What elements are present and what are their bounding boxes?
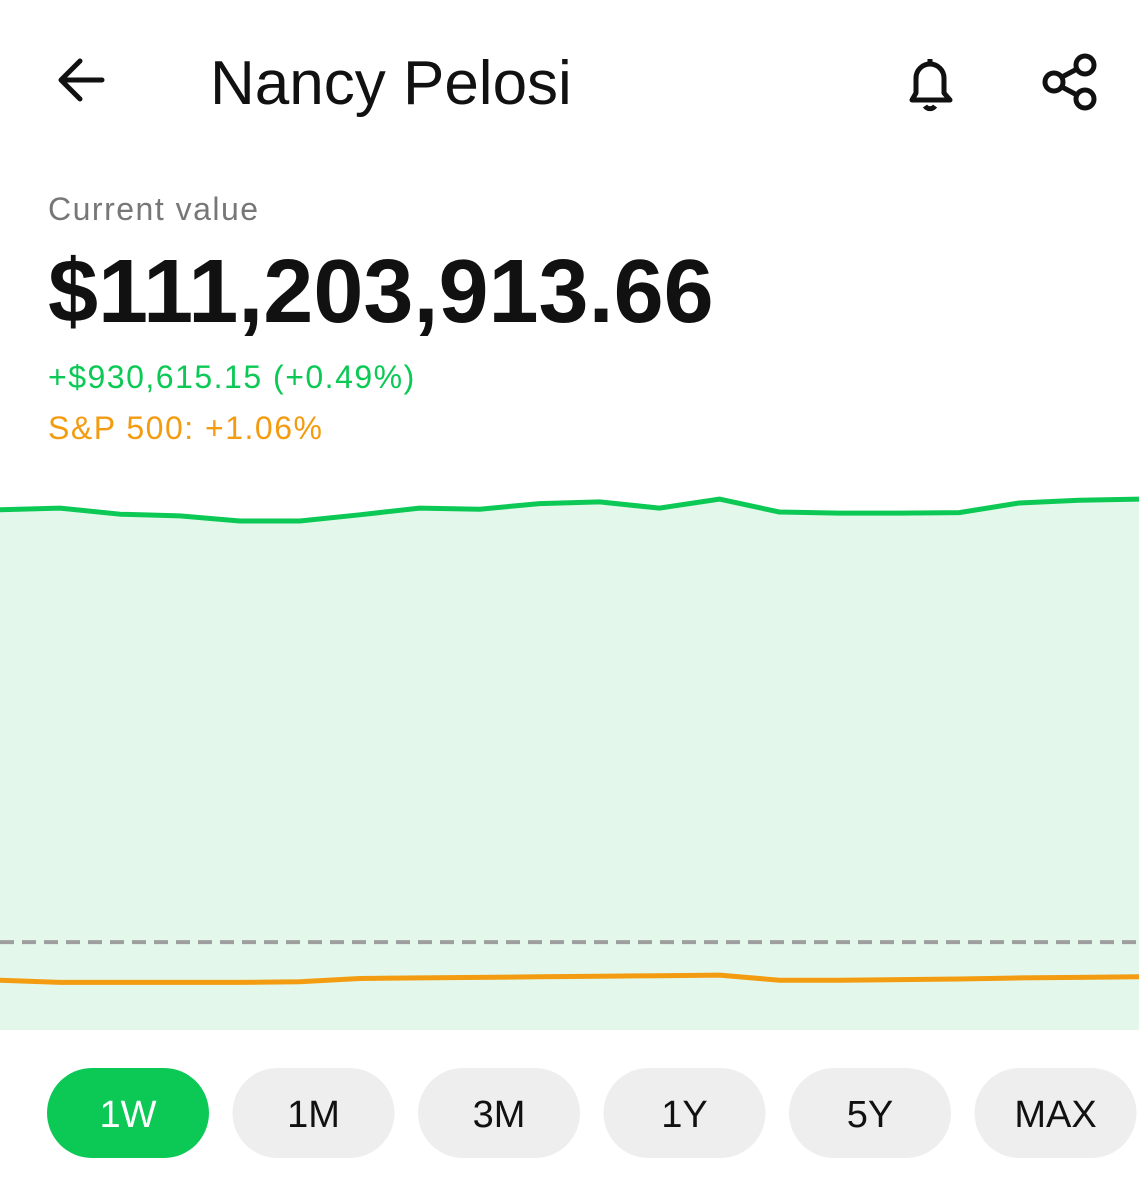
share-node <box>1073 87 1097 111</box>
range-selector: 1W 1M 3M 1Y 5Y MAX <box>47 1068 1137 1158</box>
range-button[interactable]: 1W <box>47 1068 209 1158</box>
alert-button[interactable] <box>909 59 953 112</box>
share-links <box>1060 66 1079 98</box>
range-button[interactable]: 1Y <box>603 1068 766 1158</box>
range-button-bg <box>974 1068 1137 1158</box>
share-node <box>1042 70 1066 94</box>
bell-clapper <box>922 104 938 112</box>
series-line <box>0 972 1139 985</box>
range-button-label: MAX <box>1014 1094 1096 1136</box>
share-button[interactable] <box>1042 53 1097 111</box>
benchmark-change: S&P 500: +1.06% <box>48 410 323 446</box>
range-button-bg <box>603 1068 766 1158</box>
range-button[interactable]: 1M <box>232 1068 395 1158</box>
share-node <box>1073 53 1097 77</box>
area-fill <box>0 499 1139 1031</box>
chart <box>0 496 1139 1031</box>
range-button-label: 1W <box>100 1094 157 1136</box>
range-button-label: 3M <box>473 1094 526 1136</box>
page-title: Nancy Pelosi <box>210 49 572 118</box>
value-label: Current value <box>48 191 260 227</box>
range-button-label: 1Y <box>661 1094 707 1136</box>
range-button-label: 5Y <box>847 1094 893 1136</box>
back-icon <box>58 58 105 102</box>
range-button-bg <box>47 1068 209 1158</box>
range-button[interactable]: MAX <box>974 1068 1137 1158</box>
value-change: +$930,615.15 (+0.49%) <box>48 359 416 395</box>
current-value: $111,203,913.66 <box>48 242 714 342</box>
range-button-label: 1M <box>287 1094 340 1136</box>
back-button[interactable] <box>58 58 105 102</box>
range-button-bg <box>418 1068 580 1158</box>
range-button[interactable]: 3M <box>418 1068 580 1158</box>
series-line <box>0 496 1139 524</box>
bell-icon <box>909 61 953 103</box>
range-button-bg <box>789 1068 951 1158</box>
range-button[interactable]: 5Y <box>789 1068 951 1158</box>
range-button-bg <box>232 1068 395 1158</box>
